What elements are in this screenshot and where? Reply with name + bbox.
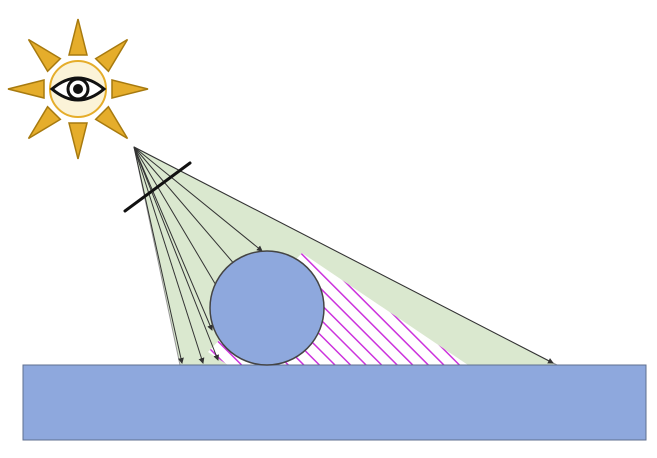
sun-rays [7,18,149,160]
light-ray [133,146,237,267]
sun-ray [27,105,62,140]
light-ray [133,146,205,364]
ground-plane [22,364,647,441]
light-ray [133,146,263,252]
sun-ray [7,79,45,99]
light-ray [133,146,554,364]
light-ray [133,146,184,364]
sun-ray [94,105,129,140]
light-ray [133,146,213,331]
eye-icon [49,76,107,102]
sun-ray [68,122,88,160]
sphere [209,250,325,366]
sun-ray [27,38,62,73]
sun-with-eye-icon [7,18,149,160]
light-ray [133,146,219,361]
sun-ray [68,18,88,56]
sun-ray [111,79,149,99]
sun-ray [94,38,129,73]
light-rays [133,146,554,364]
image-plane-line [123,161,192,213]
light-ray [133,146,221,293]
